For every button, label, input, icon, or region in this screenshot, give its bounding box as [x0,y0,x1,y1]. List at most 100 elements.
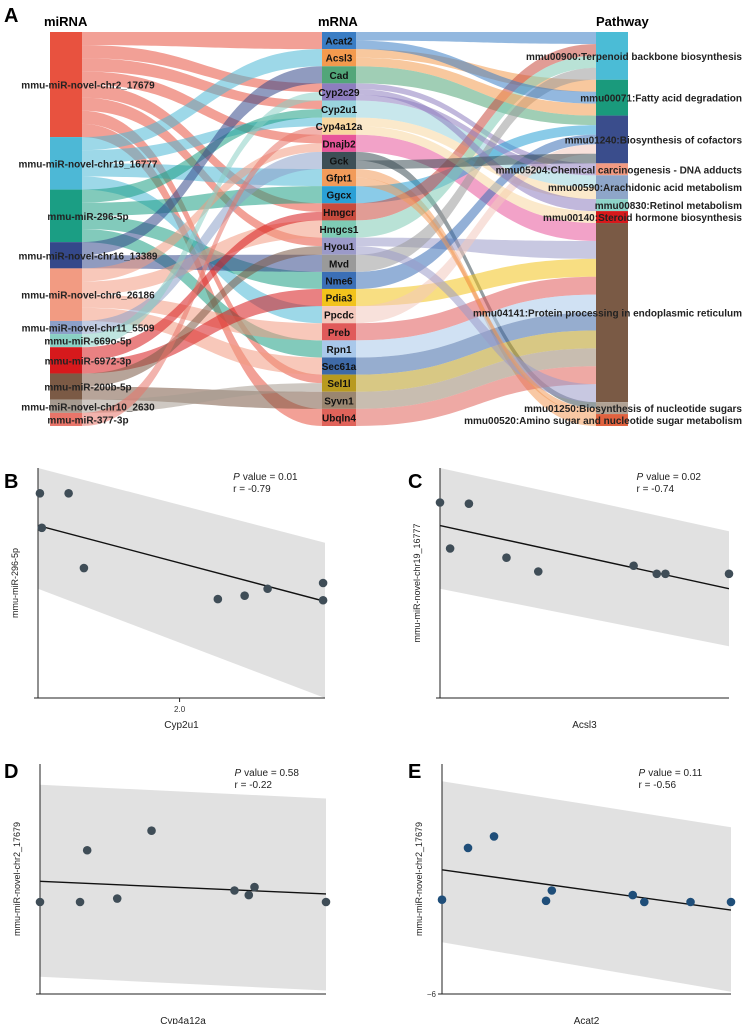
mrna-node [322,357,356,375]
scatter-panel-d: D Cyp4a12a mmu-miR-novel-chr2_17679 P value … [4,761,331,1024]
data-point [35,489,45,498]
mirna-mrna-link [82,151,322,335]
scatter-panel-c: C Acsl3 mmu-miR-novel-chr19_16777 P value = … [408,468,734,731]
sankey-nodes: mmu-miR-novel-chr2_17679 mmu-miR-novel-ch… [19,32,743,427]
mirna-node [50,373,82,400]
mirna-label: mmu-miR-novel-chr2_17679 [21,81,155,92]
pathway-node [596,79,628,116]
pathway-node [596,32,628,80]
y-axis-label: mmu-miR-novel-chr2_17679 [12,822,22,936]
mrna-label: Acsl3 [326,54,353,65]
data-point [82,845,92,855]
mrna-pathway-link [356,246,596,403]
p-value-text: value = 0.01 [243,472,298,483]
data-point [661,569,670,579]
r-value-annotation: r = -0.22 [234,780,272,791]
data-point [64,489,73,498]
data-point [464,499,474,508]
mirna-mrna-link [82,246,322,387]
mirna-label: mmu-miR-6972-3p [45,356,132,367]
mrna-node [322,220,356,238]
pathway-label: mmu01240:Biosynthesis of cofactors [565,135,743,146]
mrna-label: Nme6 [325,276,353,287]
mrna-label: Hyou1 [324,242,355,253]
mrna-pathway-link [356,32,596,44]
panel-letter: E [408,761,421,783]
data-point [629,561,638,571]
p-value-text: value = 0.58 [244,768,299,779]
data-point [147,826,156,835]
mrna-node [322,100,356,118]
pathway-label: mmu00071:Fatty acid degradation [580,94,742,105]
column-header-mirna: miRNA [44,14,88,29]
mrna-pathway-link [356,89,596,212]
mrna-label: Cyp2u1 [321,105,358,116]
data-point [318,595,328,605]
mrna-label: Ppcdc [324,311,354,322]
pathway-label: mmu04141:Protein processing in endoplasm… [473,309,742,320]
mrna-node [322,186,356,204]
data-point [35,897,45,907]
data-point [263,584,272,594]
data-point [541,896,551,906]
mrna-node [322,117,356,135]
data-point [640,897,649,907]
mirna-label: mmu-miR-200b-5p [44,383,131,394]
mrna-label: Acat2 [325,37,353,48]
r-value-annotation: r = -0.79 [233,484,271,495]
mrna-pathway-link [356,94,596,176]
mirna-mrna-link [82,32,322,50]
mrna-label: Sel1l [327,379,351,390]
mirna-label: mmu-miR-novel-chr11_5509 [22,324,155,335]
mrna-label: Pdia3 [326,294,353,305]
mirna-node [50,399,82,413]
data-point [79,563,89,573]
p-symbol: P [234,768,241,779]
sankey-panel: A miRNA mRNA Pathway mmu-miR-novel-chr2_… [4,5,742,427]
mirna-node [50,347,82,374]
regression-line [38,524,325,603]
data-point [240,591,249,600]
mrna-node [322,391,356,409]
mirna-mrna-link [82,143,322,282]
mirna-mrna-link [82,383,322,413]
p-symbol: P [639,768,646,779]
mrna-label: Rpn1 [327,345,352,356]
mrna-node [322,32,356,50]
panel-letter: C [408,471,422,493]
mrna-label: Cyp4a12a [316,122,363,133]
mrna-label: Syvn1 [324,396,354,407]
mrna-label: Cyp2c29 [318,88,360,99]
mrna-label: Sec61a [322,362,357,373]
mirna-node [50,137,82,190]
r-value-annotation: r = -0.74 [637,484,675,495]
mrna-pathway-link [356,66,596,126]
data-point [37,523,47,533]
pathway-node [596,223,628,403]
p-value-text: value = 0.11 [648,768,702,779]
mrna-node [322,151,356,170]
mrna-pathway-link [356,330,596,392]
data-point [435,498,445,507]
mrna-node [322,323,356,341]
pathway-label: mmu00830:Retinol metabolism [595,201,742,212]
mirna-label: mmu-miR-novel-chr19_16777 [19,159,158,170]
mrna-node [322,169,356,187]
pathway-label: mmu00520:Amino sugar and nucleotide suga… [464,416,742,427]
mrna-pathway-link [356,57,596,116]
data-point [321,897,331,907]
pathway-label: mmu05204:Chemical carcinogenesis - DNA a… [496,165,743,176]
mrna-pathway-link [356,348,596,409]
data-point [244,890,254,900]
mrna-pathway-link [356,134,596,289]
r-value-annotation: r = -0.56 [639,780,677,791]
pathway-label: mmu00140:Steroid hormone biosynthesis [543,213,742,224]
mirna-node [50,242,82,269]
data-point [318,578,328,588]
mirna-label: mmu-miR-novel-chr10_2630 [21,402,155,413]
mrna-node [322,340,356,358]
y-axis-label: mmu-miR-296-5p [10,548,20,618]
